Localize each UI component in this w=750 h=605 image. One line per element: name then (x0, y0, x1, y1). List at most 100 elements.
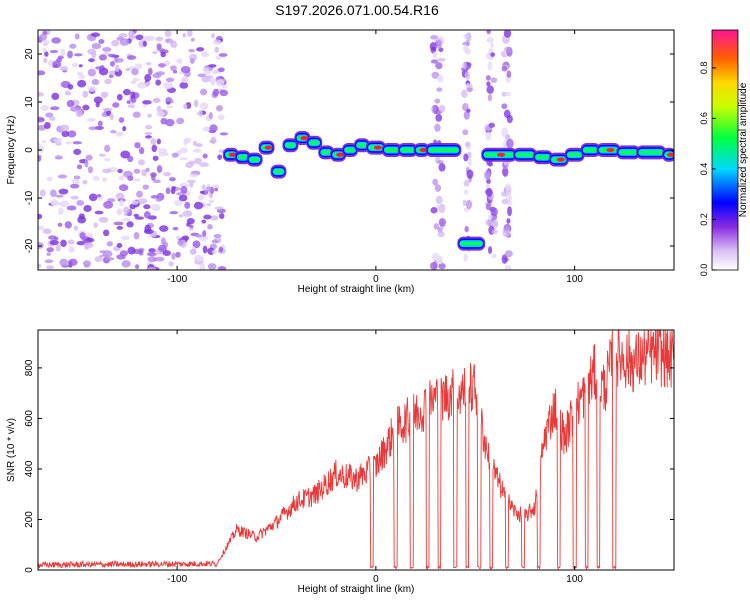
noise-blob (171, 152, 179, 158)
noise-blob (212, 39, 222, 45)
noise-blob (70, 195, 79, 200)
interference-blob (463, 44, 469, 53)
noise-blob (42, 31, 48, 35)
spectrogram-ytick-label: -10 (24, 190, 35, 205)
noise-blob (219, 132, 229, 136)
noise-blob (102, 229, 110, 237)
interference-blob (486, 37, 494, 44)
signal-segment (580, 143, 601, 157)
noise-blob (60, 239, 67, 248)
noise-blob (155, 256, 165, 262)
noise-blob (42, 40, 50, 45)
noise-blob (143, 204, 151, 210)
noise-blob (71, 62, 78, 68)
interference-blob (491, 229, 498, 235)
noise-blob (193, 148, 202, 153)
noise-blob (214, 187, 219, 192)
noise-blob (119, 199, 124, 206)
noise-blob (152, 72, 162, 79)
interference-blob (463, 153, 469, 162)
noise-blob (67, 83, 74, 90)
noise-blob (43, 122, 51, 130)
noise-blob (46, 252, 51, 256)
colorbar-tick-label: 0.8 (699, 62, 709, 75)
interference-blob (430, 207, 438, 214)
snr-background (38, 330, 674, 570)
noise-blob (158, 151, 169, 157)
interference-blob (463, 111, 470, 120)
noise-blob (58, 207, 64, 216)
noise-blob (60, 48, 66, 57)
noise-blob (95, 101, 100, 108)
noise-blob (102, 168, 112, 174)
noise-blob (210, 136, 217, 145)
interference-blob (433, 223, 439, 230)
noise-blob (118, 33, 128, 38)
noise-blob (170, 41, 178, 48)
noise-blob (143, 211, 151, 219)
noise-blob (57, 174, 68, 179)
noise-blob (76, 71, 84, 76)
noise-blob (165, 96, 173, 103)
noise-blob (215, 79, 225, 87)
noise-blob (133, 231, 140, 240)
noise-blob (94, 256, 102, 263)
interference-blob (438, 163, 446, 172)
noise-blob (205, 186, 212, 192)
noise-blob (55, 194, 64, 198)
noise-blob (73, 53, 83, 57)
noise-blob (108, 74, 114, 79)
noise-blob (91, 78, 100, 86)
noise-blob (143, 228, 154, 235)
noise-blob (172, 69, 178, 74)
interference-blob (501, 65, 508, 72)
noise-blob (113, 221, 124, 226)
interference-blob (438, 263, 446, 270)
noise-blob (137, 81, 148, 89)
noise-blob (101, 177, 108, 182)
noise-blob (65, 141, 72, 145)
noise-blob (44, 259, 54, 264)
noise-blob (98, 67, 109, 76)
noise-blob (127, 55, 137, 60)
noise-blob (169, 211, 179, 215)
noise-blob (211, 33, 216, 39)
noise-blob (78, 74, 86, 80)
interference-blob (432, 178, 439, 186)
noise-blob (109, 113, 114, 121)
noise-blob (138, 147, 145, 155)
noise-blob (67, 239, 75, 245)
noise-blob (177, 239, 184, 246)
interference-blob (435, 195, 443, 204)
noise-blob (200, 88, 208, 96)
noise-blob (119, 250, 129, 257)
noise-blob (165, 77, 175, 83)
noise-blob (107, 53, 117, 58)
noise-blob (181, 75, 189, 84)
noise-blob (131, 68, 139, 76)
noise-blob (196, 47, 205, 52)
noise-blob (182, 33, 187, 38)
spectrogram-ytick-label: 20 (24, 48, 35, 60)
noise-blob (38, 263, 42, 269)
noise-blob (93, 96, 103, 104)
noise-blob (132, 77, 140, 82)
noise-blob (208, 129, 217, 134)
noise-blob (133, 178, 141, 182)
interference-blob (429, 41, 437, 51)
noise-blob (203, 214, 212, 220)
noise-blob (67, 50, 73, 59)
noise-blob (51, 92, 60, 101)
interference-blob (462, 199, 467, 207)
noise-blob (216, 104, 223, 112)
noise-blob (55, 244, 61, 252)
noise-blob (218, 246, 224, 253)
noise-blob (217, 67, 225, 73)
noise-blob (94, 125, 105, 131)
noise-blob (82, 260, 91, 267)
noise-blob (172, 226, 179, 231)
noise-blob (218, 53, 228, 57)
noise-blob (174, 200, 183, 207)
noise-blob (82, 90, 89, 98)
